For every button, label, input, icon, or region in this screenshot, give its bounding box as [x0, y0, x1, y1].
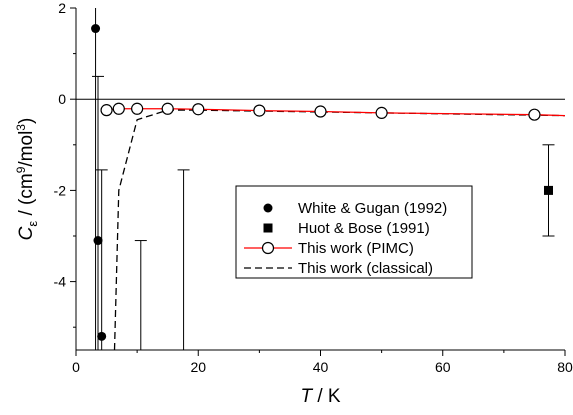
white-gugan-error-bar-2 [95, 169, 108, 350]
legend-entry-1: Huot & Bose (1991) [263, 220, 430, 237]
x-tick-label-4: 80 [557, 359, 573, 375]
legend-label-2: This work (PIMC) [298, 240, 414, 257]
x-axis-title-italic: T [300, 386, 313, 407]
y-axis-title-italic: C [16, 226, 37, 240]
ticks: 0 20 40 60 80 -4 -2 0 2 [54, 0, 573, 375]
y-axis-title-unit-end: ) [16, 118, 37, 124]
white-gugan-marker-0 [91, 24, 101, 34]
pimc-marker-0 [100, 104, 113, 117]
y-axis-title: Cε / (cm9/mol3) [14, 118, 40, 241]
legend-filled-square-icon [263, 223, 273, 233]
white-gugan-error-bar-1 [92, 75, 105, 350]
legend-label-3: This work (classical) [298, 260, 433, 277]
legend-label-1: Huot & Bose (1991) [298, 220, 430, 237]
pimc-marker-6 [314, 105, 327, 118]
plot-area [76, 8, 565, 350]
x-axis-title: T / K [300, 386, 340, 407]
pimc-marker-2 [131, 102, 144, 115]
white-gugan-marker-2 [97, 331, 107, 341]
legend-label-0: White & Gugan (1992) [298, 200, 447, 217]
extra-error-bar-0 [134, 240, 147, 350]
legend: White & Gugan (1992) Huot & Bose (1991) Th… [235, 185, 473, 279]
y-tick-label-3: 2 [58, 0, 66, 16]
x-tick-label-2: 40 [313, 359, 329, 375]
pimc-marker-1 [112, 102, 125, 115]
y-axis-title-sup-2: 3 [14, 124, 28, 131]
y-tick-label-0: -4 [54, 274, 67, 290]
legend-entry-3: This work (classical) [244, 260, 433, 277]
plot-content [76, 8, 565, 350]
y-axis-title-unit-mid: /mol [16, 131, 37, 167]
legend-open-circle-icon [261, 241, 275, 255]
y-tick-label-2: 0 [58, 91, 66, 107]
pimc-marker-5 [253, 104, 266, 117]
pimc-marker-7 [375, 106, 388, 119]
legend-box [235, 185, 473, 279]
y-axis-title-sup-1: 9 [14, 166, 28, 173]
white-gugan-marker-1 [93, 236, 103, 246]
legend-filled-circle-icon [263, 203, 273, 213]
pimc-marker-8 [528, 108, 541, 121]
y-axis-title-unit-start: / (cm [16, 173, 37, 221]
pimc-marker-3 [161, 102, 174, 115]
x-tick-label-3: 60 [435, 359, 451, 375]
x-tick-label-1: 20 [190, 359, 206, 375]
y-tick-label-1: -2 [54, 182, 67, 198]
x-axis-title-rest: / K [312, 386, 341, 407]
pimc-line [106, 108, 565, 117]
extra-error-bar-1 [177, 169, 190, 350]
huot-bose-marker-0 [543, 185, 553, 195]
x-tick-label-0: 0 [72, 359, 80, 375]
y-axis-title-subscript: ε [25, 221, 40, 227]
pimc-marker-4 [192, 103, 205, 116]
axes-frame [75, 8, 565, 351]
legend-entry-0: White & Gugan (1992) [263, 200, 447, 217]
legend-entry-2: This work (PIMC) [244, 240, 414, 257]
